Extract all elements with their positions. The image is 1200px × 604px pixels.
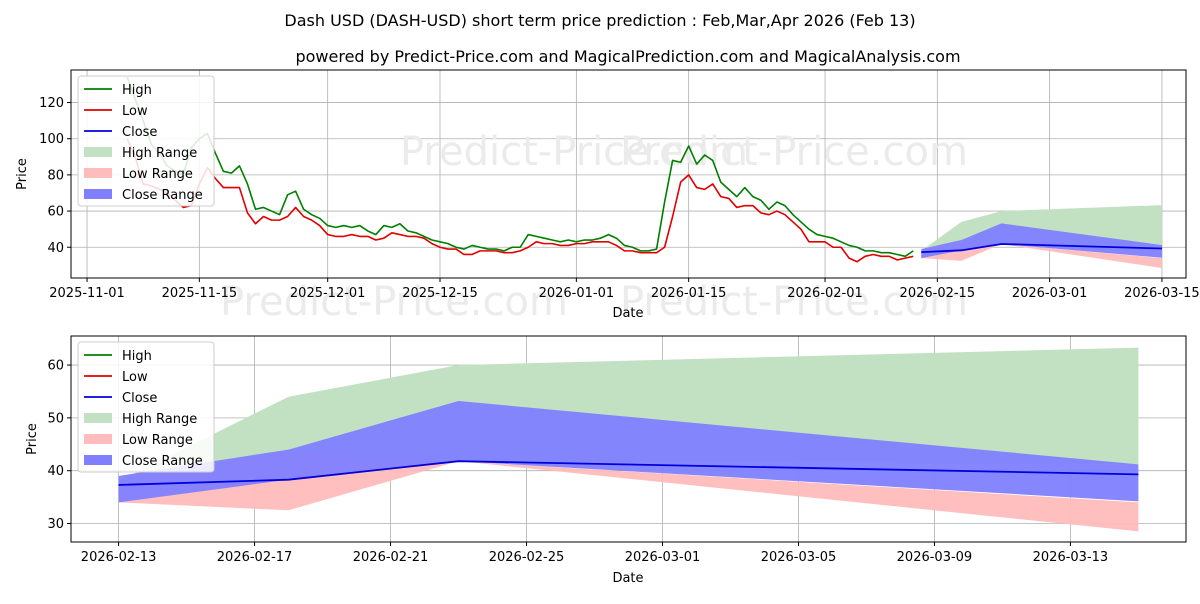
forecast-y-tick-label: 40: [47, 464, 64, 479]
legend-low-range-label: Low Range: [122, 433, 193, 448]
history-y-tick-label: 120: [39, 96, 64, 111]
history-y-tick-label: 40: [47, 241, 64, 256]
legend-low-label: Low: [122, 370, 148, 385]
history-y-axis-label: Price: [15, 158, 30, 190]
forecast-x-tick-label: 2026-03-13: [1033, 550, 1109, 565]
chart-title: Dash USD (DASH-USD) short term price pre…: [284, 11, 915, 30]
forecast-x-axis-label: Date: [612, 571, 643, 586]
forecast-x-tick-label: 2026-02-21: [353, 550, 429, 565]
history-close-forecast-line: [921, 243, 1162, 254]
forecast-plot: Predict-Price.com Predict-Price.com 2026…: [25, 335, 1187, 586]
watermark: Predict-Price.com: [400, 129, 748, 175]
legend-high-label: High: [122, 83, 152, 98]
forecast-x-tick-label: 2026-02-13: [81, 550, 157, 565]
watermark: Predict-Price.com: [620, 129, 968, 175]
forecast-y-tick-label: 30: [47, 517, 64, 532]
history-plot: Predict-Price.com Predict-Price.com Pred…: [15, 69, 1200, 325]
history-y-tick-label: 80: [47, 168, 64, 183]
history-series-lines: [126, 76, 1162, 263]
history-x-tick-label: 2026-02-01: [787, 286, 863, 301]
legend-low-range-swatch: [84, 434, 112, 444]
forecast-close-line: [118, 460, 1139, 486]
legend-high-label: High: [122, 349, 152, 364]
legend-close-range-swatch: [84, 189, 112, 199]
history-y-tick-label: 100: [39, 132, 64, 147]
forecast-x-tick-label: 2026-03-05: [761, 550, 837, 565]
legend-low-range-swatch: [84, 168, 112, 178]
history-x-tick-label: 2025-12-01: [290, 286, 366, 301]
legend-high-range-swatch: [84, 147, 112, 157]
legend-low-range-label: Low Range: [122, 167, 193, 182]
forecast-low-range-area: [118, 452, 1139, 532]
forecast-x-tick-label: 2026-03-09: [897, 550, 973, 565]
history-grid: [71, 70, 1186, 278]
history-axis-ticks: 2025-11-01 2025-11-15 2025-12-01 2025-12-15…: [39, 96, 1200, 301]
forecast-axis-ticks: 2026-02-13 2026-02-17 2026-02-21 2026-02-25…: [47, 359, 1108, 565]
watermark: Predict-Price.com: [220, 279, 568, 325]
legend-close-label: Close: [122, 125, 157, 140]
watermark: Predict-Price.com: [620, 279, 968, 325]
forecast-y-tick-label: 50: [47, 411, 64, 426]
history-plot-frame: [70, 69, 1187, 279]
legend-close-label: Close: [122, 391, 157, 406]
forecast-close-range-area: [118, 400, 1139, 503]
legend-close-range-label: Close Range: [122, 454, 203, 469]
history-x-axis-label: Date: [612, 306, 643, 321]
history-close-range-area: [921, 223, 1162, 259]
forecast-legend: High Low Close High Range Low Range Close Ran…: [77, 341, 215, 473]
forecast-x-tick-label: 2026-02-25: [489, 550, 565, 565]
forecast-y-axis-label: Price: [25, 423, 40, 455]
history-x-tick-label: 2026-03-15: [1124, 286, 1200, 301]
history-x-tick-label: 2025-11-01: [49, 286, 125, 301]
history-x-tick-label: 2026-01-15: [651, 286, 727, 301]
forecast-plot-frame: [70, 335, 1187, 543]
history-y-tick-label: 60: [47, 205, 64, 220]
chart-subtitle: powered by Predict-Price.com and Magical…: [295, 47, 960, 66]
legend-close-range-swatch: [84, 455, 112, 465]
legend-high-range-swatch: [84, 413, 112, 423]
history-x-tick-label: 2026-02-15: [900, 286, 976, 301]
forecast-x-tick-label: 2026-02-17: [217, 550, 293, 565]
history-x-tick-label: 2026-03-01: [1012, 286, 1088, 301]
history-x-tick-label: 2026-01-01: [539, 286, 615, 301]
legend-close-range-label: Close Range: [122, 188, 203, 203]
history-x-tick-label: 2025-11-15: [162, 286, 238, 301]
history-high-line: [126, 76, 914, 258]
forecast-areas: [118, 347, 1139, 532]
history-x-tick-label: 2025-12-15: [402, 286, 478, 301]
legend-high-range-label: High Range: [122, 412, 197, 427]
forecast-x-tick-label: 2026-03-01: [625, 550, 701, 565]
forecast-lines: [118, 460, 1139, 486]
forecast-y-tick-label: 60: [47, 359, 64, 374]
legend-low-label: Low: [122, 104, 148, 119]
history-low-line: [126, 138, 914, 263]
history-legend: High Low Close High Range Low Range Close Ran…: [77, 75, 215, 207]
legend-high-range-label: High Range: [122, 146, 197, 161]
